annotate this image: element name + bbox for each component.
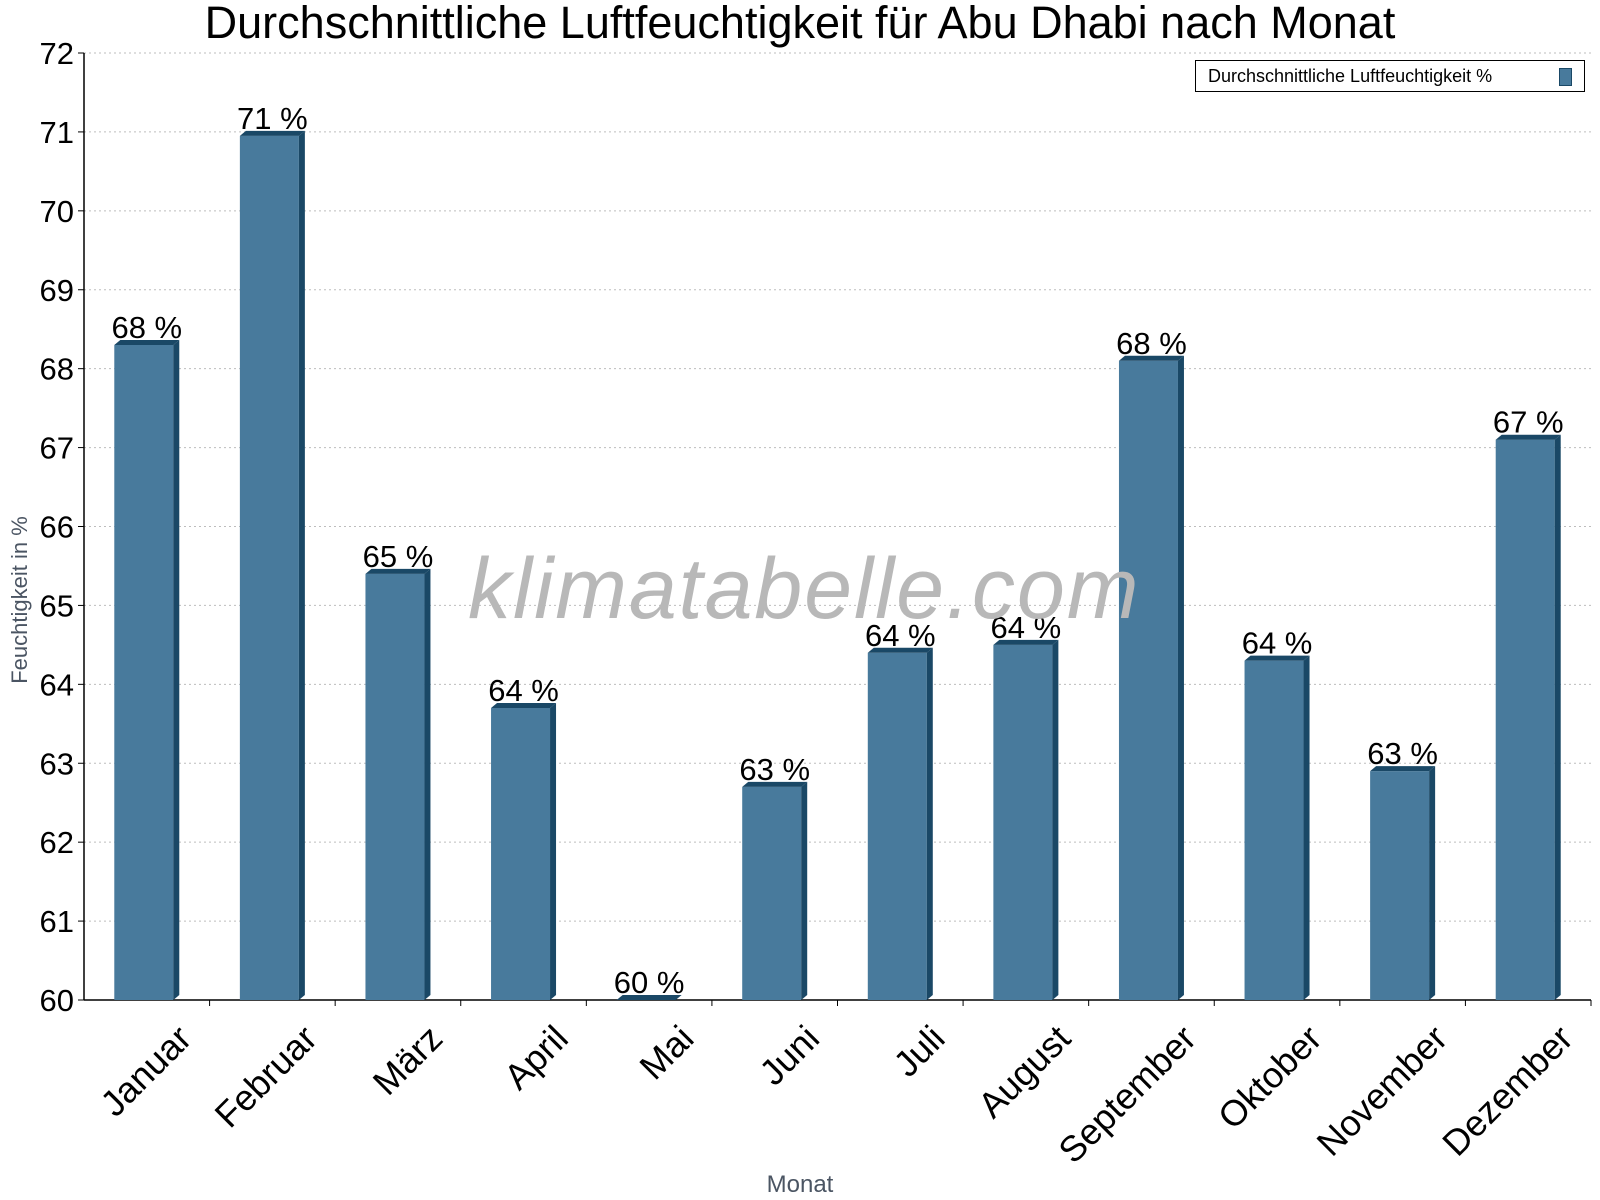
- x-tick-label: Oktober: [1210, 1017, 1330, 1137]
- data-label: 60 %: [614, 965, 685, 1000]
- legend-swatch: [1559, 68, 1572, 86]
- x-tick-label: März: [365, 1017, 451, 1103]
- legend-label: Durchschnittliche Luftfeuchtigkeit %: [1208, 66, 1493, 86]
- legend: Durchschnittliche Luftfeuchtigkeit %: [1195, 60, 1585, 92]
- bar: [114, 344, 174, 1000]
- bar: [993, 644, 1053, 1000]
- x-tick-label: Juli: [885, 1017, 952, 1084]
- y-tick-label: 68: [40, 352, 74, 387]
- bar-side: [550, 703, 557, 1000]
- y-tick-label: 71: [40, 115, 74, 150]
- x-tick-label: April: [496, 1017, 576, 1097]
- data-label: 64 %: [1242, 626, 1313, 661]
- bar-side: [1052, 639, 1059, 1000]
- bar-top: [365, 568, 431, 574]
- y-axis-title: Feuchtigkeit in %: [7, 516, 32, 684]
- bar-top: [742, 781, 808, 787]
- data-label: 64 %: [865, 618, 936, 653]
- bar-top: [1118, 355, 1184, 361]
- x-tick-label: November: [1309, 1017, 1455, 1163]
- data-label: 63 %: [1367, 736, 1438, 771]
- x-tick-label: September: [1050, 1017, 1204, 1171]
- bar-top: [1370, 766, 1436, 772]
- bar: [365, 573, 425, 1000]
- bar-side: [424, 568, 431, 1000]
- bar: [867, 652, 927, 1000]
- bar: [1495, 439, 1555, 1001]
- bar-side: [1303, 655, 1310, 1000]
- y-tick-label: 63: [40, 746, 74, 781]
- bar: [1244, 660, 1304, 1000]
- y-tick-label: 67: [40, 431, 74, 466]
- bar-top: [867, 647, 933, 653]
- bar-top: [239, 130, 305, 136]
- x-tick-label: Mai: [631, 1017, 701, 1087]
- data-label: 63 %: [739, 752, 810, 787]
- y-tick-label: 60: [40, 983, 74, 1018]
- bar-top: [616, 995, 682, 1000]
- data-label: 68 %: [111, 310, 182, 345]
- x-tick-label: Januar: [92, 1017, 199, 1124]
- data-label: 64 %: [991, 610, 1062, 645]
- bar-top: [114, 339, 180, 345]
- y-tick-label: 70: [40, 194, 74, 229]
- bar-side: [1554, 434, 1561, 1001]
- bar-side: [298, 130, 305, 1001]
- bar: [1118, 360, 1178, 1000]
- data-label: 67 %: [1493, 405, 1564, 440]
- bar-top: [1495, 434, 1561, 440]
- bar-top: [993, 639, 1059, 645]
- bar-side: [173, 339, 180, 1000]
- data-label: 64 %: [488, 673, 559, 708]
- x-tick-label: Februar: [207, 1017, 325, 1135]
- y-tick-label: 69: [40, 273, 74, 308]
- watermark-text: klimatabelle.com: [468, 541, 1141, 637]
- y-tick-label: 65: [40, 588, 74, 623]
- bar: [491, 708, 551, 1000]
- x-tick-label: Juni: [751, 1017, 827, 1093]
- data-label: 65 %: [363, 539, 434, 574]
- bar: [239, 135, 299, 1001]
- bar-side: [801, 781, 808, 1000]
- bar-side: [1429, 766, 1436, 1000]
- y-tick-label: 64: [40, 667, 74, 702]
- y-tick-label: 72: [40, 36, 74, 71]
- bar-top: [1244, 655, 1310, 661]
- x-tick-label: August: [970, 1017, 1078, 1125]
- data-label: 68 %: [1116, 326, 1187, 361]
- bar-side: [926, 647, 933, 1000]
- bar: [742, 786, 802, 1000]
- chart-title: Durchschnittliche Luftfeuchtigkeit für A…: [204, 0, 1396, 48]
- y-tick-label: 66: [40, 510, 74, 545]
- x-axis-title: Monat: [766, 1171, 834, 1198]
- x-tick-label: Dezember: [1434, 1017, 1580, 1163]
- data-label: 71 %: [237, 101, 308, 136]
- bar: [1370, 771, 1430, 1000]
- bar-side: [1177, 355, 1184, 1000]
- y-tick-label: 61: [40, 904, 74, 939]
- bar-top: [491, 703, 557, 709]
- y-tick-label: 62: [40, 825, 74, 860]
